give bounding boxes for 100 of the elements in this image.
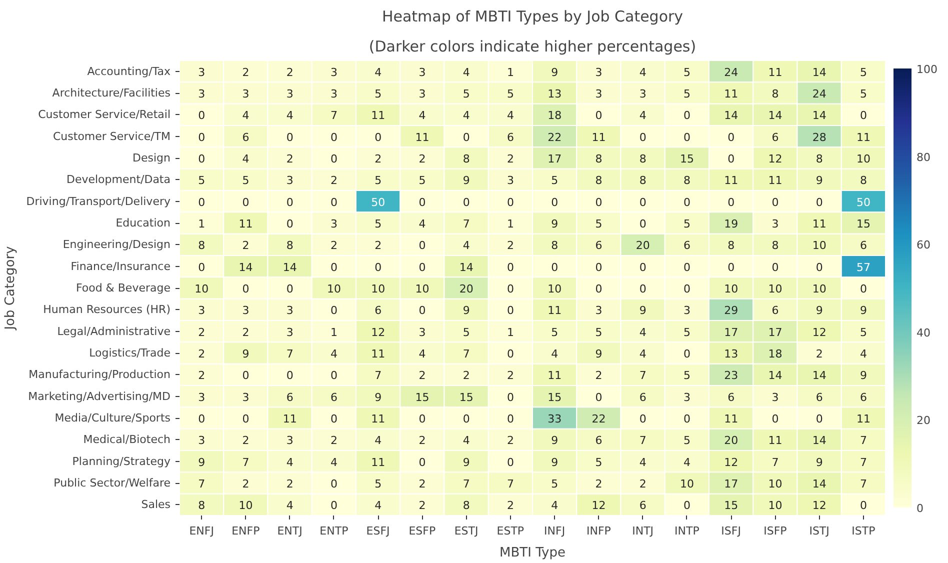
y-tick-label: Sales — [141, 498, 171, 512]
data-label: 0 — [330, 478, 338, 490]
data-label: 3 — [198, 304, 206, 318]
data-label: 4 — [683, 456, 690, 469]
color-bar-label: 20 — [916, 414, 930, 428]
data-label: 3 — [772, 390, 779, 404]
data-label: 2 — [506, 152, 514, 166]
data-label: 0 — [595, 282, 602, 296]
data-label: 6 — [374, 304, 382, 318]
data-label: 24 — [724, 66, 738, 79]
data-label: 0 — [683, 196, 690, 209]
data-label: 4 — [418, 218, 426, 230]
data-label: 20 — [724, 434, 738, 448]
data-label: 11 — [371, 412, 386, 426]
data-label: 5 — [198, 174, 206, 188]
data-label: 0 — [506, 260, 514, 274]
data-label: 5 — [374, 478, 382, 490]
x-tick-label: INTJ — [632, 524, 654, 538]
data-label: 0 — [198, 152, 206, 166]
data-label: 9 — [462, 456, 470, 469]
data-label: 2 — [330, 239, 338, 252]
data-label: 2 — [506, 369, 514, 382]
data-label: 57 — [856, 260, 870, 274]
data-label: 50 — [856, 196, 870, 209]
data-label: 7 — [198, 478, 206, 490]
x-tick-label: INTP — [674, 524, 700, 538]
data-label: 0 — [683, 282, 690, 296]
data-label: 5 — [242, 174, 250, 188]
data-label: 7 — [330, 109, 338, 122]
data-label: 15 — [680, 152, 694, 166]
data-label: 11 — [724, 174, 738, 188]
y-tick-label: Food & Beverage — [76, 282, 171, 294]
data-label: 9 — [462, 174, 470, 188]
data-label: 0 — [418, 304, 426, 318]
data-label: 9 — [816, 174, 823, 188]
x-tick-label: ESTJ — [454, 524, 478, 538]
data-label: 14 — [238, 260, 253, 274]
data-label: 4 — [418, 109, 426, 122]
y-tick-label: Public Sector/Welfare — [54, 476, 171, 490]
data-label: 29 — [724, 304, 738, 318]
data-label: 5 — [551, 174, 558, 188]
data-label: 0 — [639, 260, 646, 274]
data-label: 2 — [506, 434, 514, 448]
data-label: 3 — [418, 66, 426, 79]
data-label: 10 — [680, 478, 694, 490]
data-label: 6 — [816, 390, 823, 404]
data-label: 3 — [683, 304, 690, 318]
data-label: 1 — [506, 218, 514, 230]
data-label: 10 — [768, 499, 782, 512]
data-label: 0 — [595, 260, 602, 274]
data-label: 5 — [860, 88, 867, 100]
data-label: 0 — [683, 412, 690, 426]
data-label: 2 — [418, 369, 426, 382]
data-label: 3 — [198, 390, 206, 404]
y-tick-label: Development/Data — [66, 173, 171, 186]
y-tick-label: Marketing/Advertising/MD — [28, 390, 170, 403]
data-label: 8 — [198, 499, 206, 512]
data-label: 0 — [816, 412, 823, 426]
data-label: 2 — [595, 369, 602, 382]
data-label: 12 — [812, 499, 826, 512]
data-label: 14 — [768, 109, 782, 122]
data-label: 13 — [548, 88, 562, 100]
data-label: 3 — [506, 174, 514, 188]
data-label: 5 — [683, 326, 690, 339]
data-label: 11 — [371, 348, 386, 360]
data-label: 12 — [724, 456, 738, 469]
data-label: 8 — [462, 152, 470, 166]
data-label: 0 — [242, 412, 250, 426]
data-label: 9 — [551, 66, 558, 79]
data-label: 3 — [286, 326, 294, 339]
data-label: 5 — [595, 326, 602, 339]
data-label: 3 — [330, 218, 338, 230]
data-label: 5 — [462, 326, 470, 339]
data-label: 12 — [592, 499, 606, 512]
data-label: 6 — [286, 390, 294, 404]
data-label: 8 — [595, 152, 602, 166]
data-label: 0 — [595, 390, 602, 404]
data-label: 9 — [860, 369, 867, 382]
data-label: 0 — [506, 456, 514, 469]
x-tick-label: ISTJ — [809, 524, 830, 538]
data-label: 13 — [724, 348, 738, 360]
data-label: 0 — [551, 196, 558, 209]
data-label: 14 — [768, 369, 782, 382]
data-label: 0 — [506, 412, 514, 426]
data-label: 7 — [639, 369, 646, 382]
data-label: 20 — [636, 239, 650, 252]
data-label: 0 — [683, 109, 690, 122]
data-label: 0 — [286, 130, 294, 144]
data-label: 3 — [286, 304, 294, 318]
data-label: 11 — [856, 412, 870, 426]
color-bar-label: 60 — [916, 238, 930, 252]
data-label: 10 — [238, 499, 253, 512]
data-label: 8 — [683, 174, 690, 188]
data-label: 0 — [506, 282, 514, 296]
data-label: 2 — [286, 478, 294, 490]
data-label: 14 — [812, 369, 826, 382]
x-tick-label: INFP — [586, 524, 612, 538]
x-tick-label: ISFJ — [721, 524, 741, 538]
data-label: 7 — [462, 348, 470, 360]
data-label: 1 — [506, 66, 514, 79]
